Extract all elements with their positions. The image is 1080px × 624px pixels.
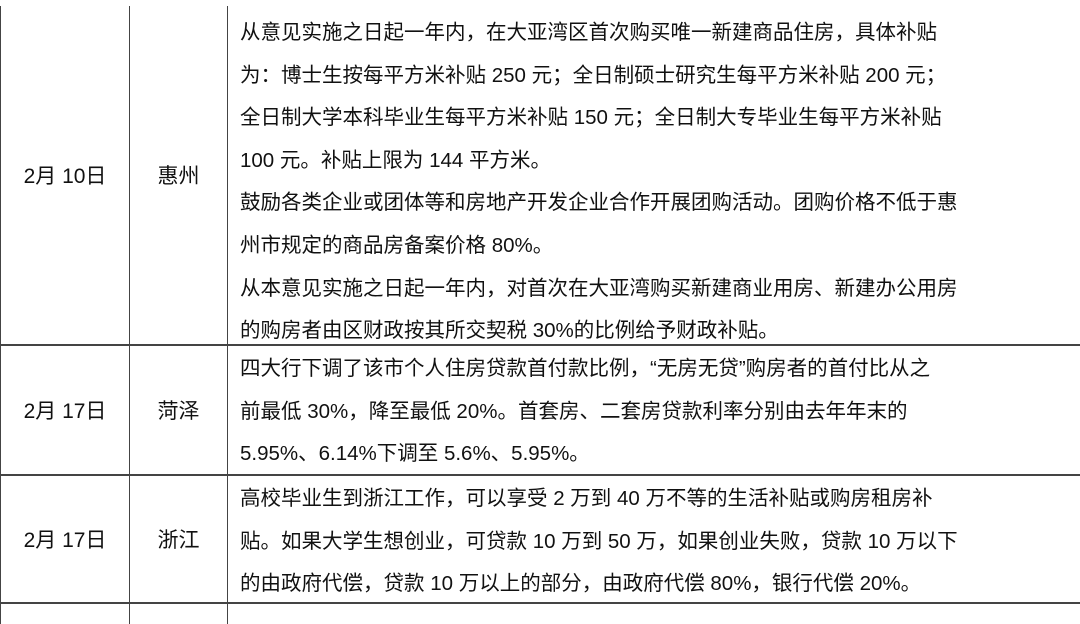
- date-cell: [0, 604, 130, 624]
- text-line: 100 元。补贴上限为 144 平方米。: [240, 148, 551, 172]
- text-line: 的购房者由区财政按其所交契税 30%的比例给予财政补贴。: [240, 319, 779, 343]
- text-line: 全日制大学本科毕业生每平方米补贴 150 元；全日制大专毕业生每平方米补贴: [240, 106, 942, 130]
- date-cell: 2月 10日: [0, 6, 130, 344]
- table-row: 2月 10日 惠州 从意见实施之日起一年内，在大亚湾区首次购买唯一新建商品住房，…: [0, 6, 1080, 346]
- text-line: 的由政府代偿，贷款 10 万以上的部分，由政府代偿 80%，银行代偿 20%。: [240, 572, 922, 596]
- text-line: 从本意见实施之日起一年内，对首次在大亚湾购买新建商业用房、新建办公用房: [240, 276, 958, 300]
- text-line: 为：博士生按每平方米补贴 250 元；全日制硕士研究生每平方米补贴 200 元；: [240, 63, 947, 87]
- table-row: 2月 17日 浙江 高校毕业生到浙江工作，可以享受 2 万到 40 万不等的生活…: [0, 476, 1080, 604]
- text-line: 5.95%、6.14%下调至 5.6%、5.95%。: [240, 442, 590, 466]
- policy-cell: 高校毕业生到浙江工作，可以享受 2 万到 40 万不等的生活补贴或购房租房补 贴…: [228, 476, 1080, 602]
- text-line: 鼓励各类企业或团体等和房地产开发企业合作开展团购活动。团购价格不低于惠: [240, 191, 958, 215]
- policy-cell: [228, 604, 1080, 624]
- text-line: 四大行下调了该市个人住房贷款首付款比例，“无房无贷”购房者的首付比从之: [240, 357, 931, 380]
- date-cell: 2月 17日: [0, 346, 130, 474]
- text-line: 州市规定的商品房备案价格 80%。: [240, 233, 554, 257]
- policy-cell: 从意见实施之日起一年内，在大亚湾区首次购买唯一新建商品住房，具体补贴 为：博士生…: [228, 6, 1080, 344]
- table-row-partial: [0, 604, 1080, 624]
- text-line: 高校毕业生到浙江工作，可以享受 2 万到 40 万不等的生活补贴或购房租房补: [240, 487, 933, 510]
- city-cell: 菏泽: [130, 346, 228, 474]
- city-cell: 浙江: [130, 476, 228, 602]
- policy-cell: 四大行下调了该市个人住房贷款首付款比例，“无房无贷”购房者的首付比从之 前最低 …: [228, 346, 1080, 474]
- date-cell: 2月 17日: [0, 476, 130, 602]
- text-line: 贴。如果大学生想创业，可贷款 10 万到 50 万，如果创业失败，贷款 10 万…: [240, 529, 958, 553]
- city-cell: [130, 604, 228, 624]
- table-row: 2月 17日 菏泽 四大行下调了该市个人住房贷款首付款比例，“无房无贷”购房者的…: [0, 346, 1080, 476]
- text-line: 从意见实施之日起一年内，在大亚湾区首次购买唯一新建商品住房，具体补贴: [240, 21, 937, 44]
- text-line: 前最低 30%，降至最低 20%。首套房、二套房贷款利率分别由去年年末的: [240, 399, 908, 423]
- city-cell: 惠州: [130, 6, 228, 344]
